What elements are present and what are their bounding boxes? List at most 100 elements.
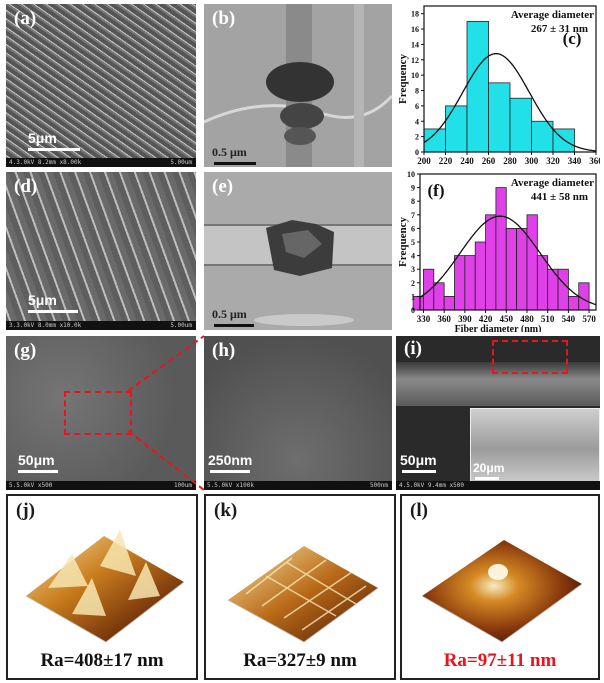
y-tick-label: 2 [415,133,419,142]
gaussian-fit-line [419,215,597,306]
x-tick-label: 360 [437,314,451,324]
annotation-title: Average diameter [511,177,594,189]
afm-panel-k: (k) Ra=327±9 nm [204,494,396,680]
sem-info-text: 5.5.0kV x100k [207,482,254,489]
hist-bar [474,241,486,311]
sem-info-right: 5.00um [170,159,192,166]
x-tick-label: 260 [482,156,496,166]
gaussian-fit-line [423,52,597,152]
y-tick-label: 10 [407,170,415,179]
annotation-value: 441 ± 58 nm [531,191,588,203]
x-tick-label: 360 [589,156,600,166]
afm-surface-drawing [25,530,185,643]
y-tick-label: 0 [411,306,415,315]
scale-bar [18,470,58,473]
y-tick-label: 12 [411,56,419,65]
scale-label: 20μm [473,461,505,475]
x-tick-label: 280 [503,156,517,166]
scale-label: 5μm [28,130,57,146]
y-tick-label: 7 [411,211,415,220]
scale-label: 0.5 μm [212,307,247,321]
sem-image-i: (i) 20μm 50μm 4.5.0kV 9.4mm x500 [396,336,600,490]
panel-label-a: (a) [14,8,37,29]
panel-label-c: (c) [563,29,582,48]
scale-bar [28,148,80,151]
zoom-region-box [64,391,132,435]
histogram-c: 200 220 240 260 280 300 320 340 360 0 2 4 6 8 10 12 14 16… [396,2,600,170]
panel-label-k: (k) [214,500,238,521]
hist-bar [567,296,580,311]
y-tick-label: 9 [411,184,415,193]
y-tick-label: 4 [415,117,419,126]
y-axis-label: Frequency [397,54,409,104]
x-tick-label: 540 [562,314,576,324]
x-tick-label: 220 [439,156,453,166]
y-tick-label: 8 [415,87,419,96]
x-tick-label: 240 [460,156,474,166]
annotation-value: 267 ± 31 nm [531,23,588,35]
sem-info-bar: 5.5.0kV x100k 500nm [204,481,392,490]
scale-label: 5μm [28,292,57,308]
hist-bar [495,187,507,311]
histogram-f: 330 360 390 420 450 480 510 540 570 0 1 2 3 4 5 6 7 8 9 10 F… [396,170,600,332]
scale-bar [214,162,256,165]
y-tick-label: 4 [411,252,415,261]
x-tick-label: 330 [417,314,431,324]
x-tick-label: 480 [520,314,534,324]
panel-label-h: (h) [212,340,236,361]
panel-label-j: (j) [16,500,35,521]
roughness-label-highlight: Ra=97±11 nm [443,650,557,671]
zoom-region-box [492,340,568,374]
hist-bar [536,255,549,311]
y-tick-label: 6 [411,224,415,233]
sem-image-a: (a) 5μm 4.3.0kV 8.2mm x8.00k 5.00um [6,4,196,167]
tem-image-e: (e) 0.5 μm [204,172,392,330]
sem-info-right: 100um [173,482,192,489]
scale-label: 0.5 μm [212,145,247,159]
hist-bar [526,214,538,311]
hist-bar [485,214,497,311]
hist-bar [423,268,435,311]
panel-label-e: (e) [212,176,234,197]
scale-bar [214,324,254,327]
afm-surface-drawing [421,540,583,643]
hist-bar [505,228,518,311]
x-tick-label: 570 [582,314,596,324]
hist-bar [488,82,511,153]
y-tick-label: 5 [411,238,415,247]
hist-bar [516,228,528,311]
tem-fiber-drawing [204,220,392,326]
sem-info-right: 5.00um [170,322,192,329]
sem-image-g: (g) 50μm 5.5.0kV x500 100um [6,336,196,490]
y-tick-label: 6 [415,102,419,111]
scale-bar [475,477,499,480]
sem-info-text: 5.5.0kV x500 [9,482,53,489]
roughness-label: Ra=327±9 nm [243,650,357,671]
x-tick-label: 510 [541,314,555,324]
sem-info-text: 4.5.0kV 9.4mm x500 [399,482,465,489]
y-tick-label: 16 [411,25,419,34]
x-tick-label: 200 [417,156,431,166]
sem-info-bar: 4.5.0kV 9.4mm x500 [396,481,600,490]
histogram-c-svg: 200 220 240 260 280 300 320 340 360 0 2 4 6 8 10 12 14 16… [397,5,600,166]
sem-info-text: 3.3.0kV 8.0mm x10.0k [9,322,82,329]
sem-image-h: (h) 250nm 5.5.0kV x100k 500nm [204,336,392,490]
scale-bar [402,470,436,473]
hist-bar [454,255,466,311]
annotation-title: Average diameter [511,9,594,21]
panel-label-d: (d) [14,176,38,197]
scale-label: 50μm [400,452,437,468]
y-axis-label: Frequency [397,217,409,267]
hist-bar [466,20,489,153]
y-tick-label: 10 [411,71,419,80]
hist-bar [433,282,445,311]
panel-label-g: (g) [14,340,37,361]
sem-info-bar: 5.5.0kV x500 100um [6,481,196,490]
hist-bar [464,255,476,311]
hist-bar [445,105,468,153]
sem-info-text: 4.3.0kV 8.2mm x8.00k [9,159,82,166]
x-tick-label: 450 [500,314,514,324]
y-tick-label: 8 [411,197,415,206]
hist-bar [557,268,569,311]
x-tick-label: 390 [458,314,472,324]
